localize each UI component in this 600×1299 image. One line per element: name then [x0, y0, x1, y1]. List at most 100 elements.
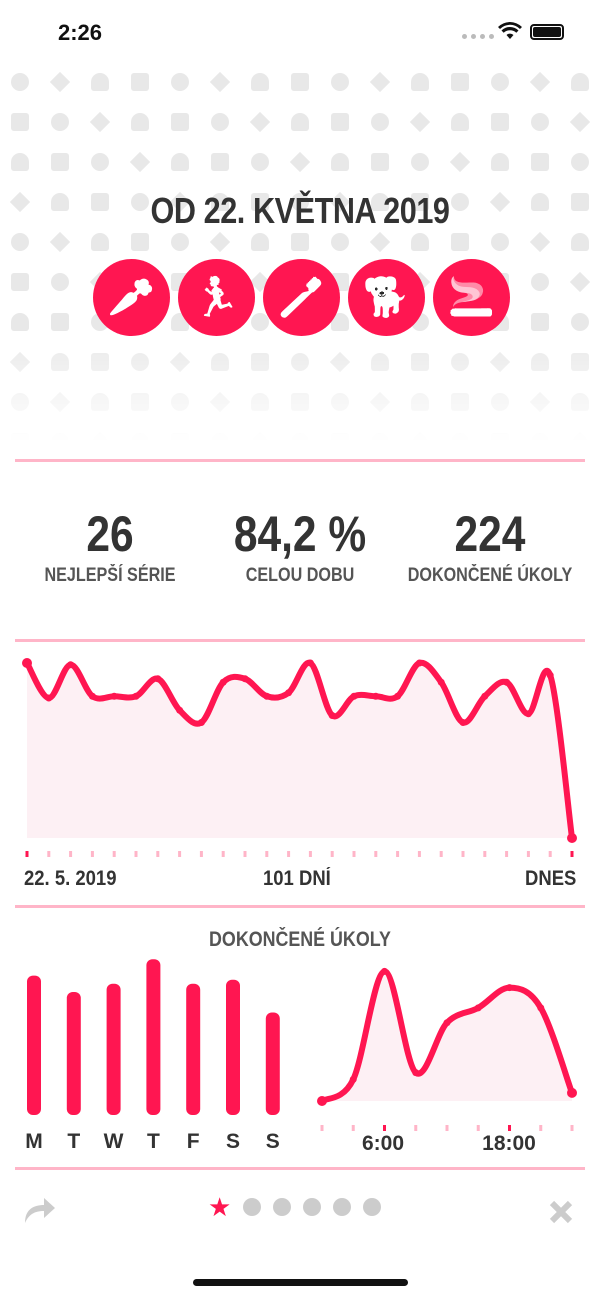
- hourly-point: [474, 1004, 482, 1012]
- timeline-end-label: DNES: [525, 867, 577, 890]
- weekday-label: T: [67, 1130, 80, 1153]
- pattern-shape: [11, 433, 29, 442]
- timeline-start-label: 22. 5. 2019: [24, 867, 117, 890]
- hourly-tick: [383, 1125, 386, 1131]
- weekday-bar: [27, 975, 41, 1115]
- pattern-shape: [571, 233, 589, 251]
- pattern-shape: [209, 391, 231, 413]
- history-point: [67, 661, 75, 669]
- pattern-shape: [331, 313, 349, 331]
- pattern-shape: [91, 73, 109, 91]
- pattern-shape: [251, 393, 269, 411]
- hour-tick-label: 6:00: [362, 1132, 404, 1155]
- history-tick: [90, 851, 94, 857]
- history-tick: [483, 851, 487, 857]
- page-dot[interactable]: [333, 1198, 352, 1216]
- pattern-shape: [371, 193, 389, 211]
- pattern-shape: [369, 391, 391, 413]
- pattern-shape: [211, 193, 229, 211]
- pattern-shape: [171, 433, 189, 442]
- star-icon[interactable]: ★: [208, 1192, 232, 1222]
- history-tick: [417, 851, 421, 857]
- toothbrush-icon: 🪥: [277, 276, 326, 319]
- close-icon[interactable]: [549, 1200, 573, 1224]
- pattern-shape: [251, 353, 269, 371]
- history-tick: [330, 851, 334, 857]
- history-point: [306, 659, 314, 667]
- hourly-line: [319, 968, 575, 1104]
- pattern-shape: [529, 231, 551, 253]
- hourly-point: [381, 967, 388, 975]
- pattern-shape: [409, 111, 431, 133]
- pattern-shape: [131, 433, 149, 442]
- history-tick: [439, 851, 443, 857]
- page-dot[interactable]: [303, 1198, 322, 1216]
- history-chart: [22, 658, 577, 857]
- pattern-shape: [451, 353, 469, 371]
- habit-carrot-icon[interactable]: 🥕: [93, 259, 170, 336]
- pattern-shape: [569, 271, 591, 293]
- habit-running-icon[interactable]: 🏃: [178, 259, 255, 336]
- pattern-shape: [569, 111, 591, 133]
- hourly-tick: [414, 1125, 418, 1131]
- pattern-shape: [169, 351, 191, 373]
- pattern-shape: [451, 113, 469, 131]
- status-bar: 2:26: [0, 0, 600, 60]
- history-tick: [374, 851, 378, 857]
- hour-tick-label: 18:00: [482, 1132, 536, 1155]
- pattern-shape: [291, 433, 309, 442]
- pattern-shape: [131, 393, 149, 411]
- habit-dog-icon[interactable]: 🐕: [348, 259, 425, 336]
- hourly-point: [443, 1019, 451, 1027]
- pattern-shape: [51, 433, 69, 442]
- habit-toothbrush-icon[interactable]: 🪥: [263, 259, 340, 336]
- pattern-shape: [329, 351, 351, 373]
- pattern-shape: [291, 113, 309, 131]
- page-dot[interactable]: [273, 1198, 292, 1216]
- history-tick: [25, 851, 29, 857]
- history-point: [285, 689, 293, 697]
- history-tick: [47, 851, 51, 857]
- history-point: [481, 692, 489, 700]
- history-tick: [461, 851, 465, 857]
- home-indicator[interactable]: [193, 1279, 408, 1286]
- share-icon[interactable]: [22, 1195, 58, 1225]
- pattern-shape: [51, 153, 69, 171]
- pattern-shape: [291, 393, 309, 411]
- pattern-shape: [369, 231, 391, 253]
- pattern-shape: [251, 73, 269, 91]
- hourly-tick: [320, 1125, 324, 1131]
- pattern-shape: [171, 393, 189, 411]
- hourly-point: [567, 1087, 577, 1098]
- history-tick: [570, 851, 574, 857]
- hourly-point: [349, 1075, 357, 1083]
- habit-cigarette-icon[interactable]: 🚬: [433, 259, 510, 336]
- pattern-shape: [331, 393, 349, 411]
- pattern-shape: [129, 151, 151, 173]
- pattern-shape: [51, 273, 69, 291]
- pattern-shape: [449, 151, 471, 173]
- habit-icons: 🥕 🏃 🪥 🐕 🚬: [93, 259, 510, 336]
- history-tick: [134, 851, 138, 857]
- stat-label: NEJLEPŠÍ SÉRIE: [44, 565, 176, 586]
- history-tick: [243, 851, 247, 857]
- pattern-shape: [249, 431, 271, 442]
- hourly-tick: [476, 1125, 480, 1131]
- pattern-shape: [331, 153, 349, 171]
- pattern-shape: [571, 73, 589, 91]
- pattern-shape: [11, 73, 29, 91]
- pattern-shape: [529, 71, 551, 93]
- dog-icon: 🐕: [362, 276, 411, 319]
- pattern-shape: [531, 193, 549, 211]
- page-dot[interactable]: [243, 1198, 262, 1216]
- pattern-shape: [531, 433, 549, 442]
- pattern-shape: [9, 191, 31, 213]
- page-indicator[interactable]: ★: [208, 1192, 382, 1222]
- history-point: [176, 706, 184, 714]
- pattern-shape: [491, 113, 509, 131]
- history-point: [88, 692, 96, 700]
- page-dot[interactable]: [363, 1198, 382, 1216]
- pattern-shape: [451, 193, 469, 211]
- pattern-shape: [571, 313, 589, 331]
- pattern-shape: [209, 71, 231, 93]
